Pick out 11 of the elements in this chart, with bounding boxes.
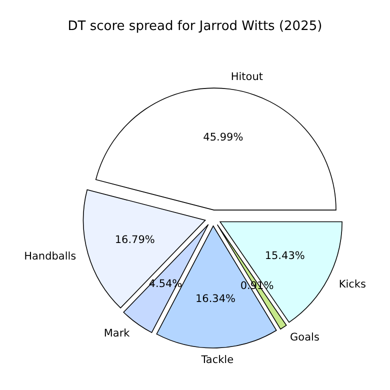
slice-label: Hitout <box>230 70 264 83</box>
slice-label: Mark <box>104 327 131 340</box>
data-label: 16.34% <box>195 293 236 306</box>
slice-label: Kicks <box>338 278 366 290</box>
data-label: 15.43% <box>264 250 305 262</box>
slice-label: Tackle <box>200 354 234 366</box>
slice-label: Handballs <box>24 250 76 263</box>
slice-label: Goals <box>290 332 320 344</box>
chart-title: DT score spread for Jarrod Witts (2025) <box>68 19 322 34</box>
data-label: 45.99% <box>203 131 244 144</box>
data-label: 16.79% <box>114 234 155 246</box>
